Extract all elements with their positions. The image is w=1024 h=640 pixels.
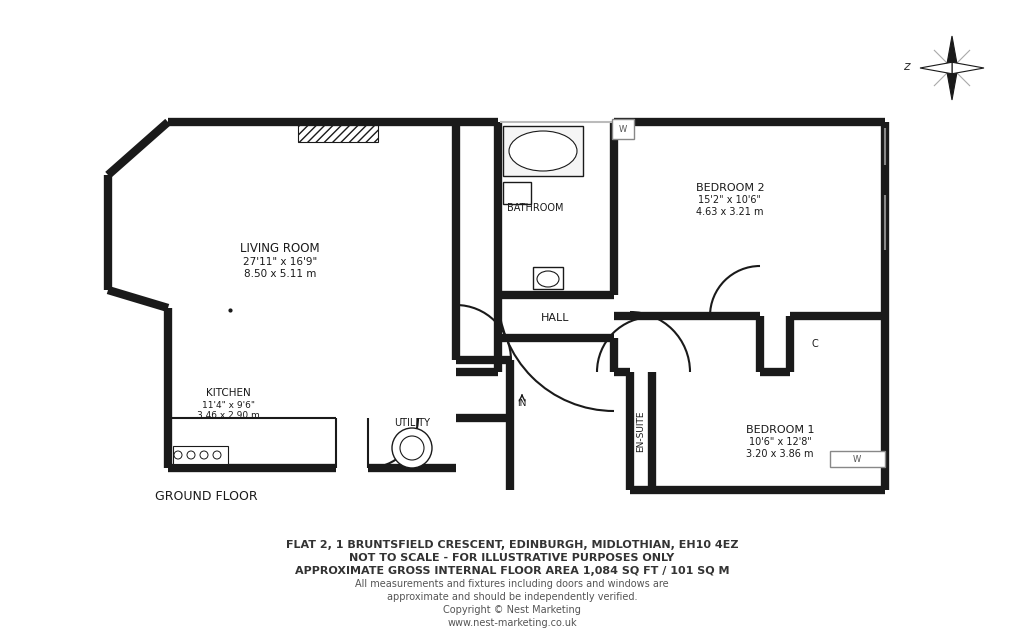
Ellipse shape [509,131,577,171]
Text: Copyright © Nest Marketing: Copyright © Nest Marketing [443,605,581,615]
Bar [173,446,228,464]
Text: EN-SUITE: EN-SUITE [637,410,645,452]
Text: 27'11" x 16'9": 27'11" x 16'9" [243,257,317,267]
Bar [503,126,583,176]
Polygon shape [920,62,952,74]
Text: 3.46 x 2.90 m: 3.46 x 2.90 m [197,412,259,420]
Text: 3.20 x 3.86 m: 3.20 x 3.86 m [746,449,814,459]
Text: z: z [903,60,909,72]
Circle shape [400,436,424,460]
Circle shape [392,428,432,468]
Circle shape [213,451,221,459]
Text: HALL: HALL [541,313,569,323]
Circle shape [187,451,195,459]
Text: GROUND FLOOR: GROUND FLOOR [155,490,258,503]
Text: NOT TO SCALE - FOR ILLUSTRATIVE PURPOSES ONLY: NOT TO SCALE - FOR ILLUSTRATIVE PURPOSES… [349,553,675,563]
Bar [503,182,531,204]
Text: 15'2" x 10'6": 15'2" x 10'6" [698,195,762,205]
Text: BATHROOM: BATHROOM [507,203,563,213]
Text: BEDROOM 2: BEDROOM 2 [695,183,764,193]
Text: 8.50 x 5.11 m: 8.50 x 5.11 m [244,269,316,279]
Text: 10'6" x 12'8": 10'6" x 12'8" [749,437,811,447]
Text: FLAT 2, 1 BRUNTSFIELD CRESCENT, EDINBURGH, MIDLOTHIAN, EH10 4EZ: FLAT 2, 1 BRUNTSFIELD CRESCENT, EDINBURG… [286,540,738,550]
Circle shape [200,451,208,459]
Text: IN: IN [517,399,526,408]
Text: www.nest-marketing.co.uk: www.nest-marketing.co.uk [447,618,577,628]
Text: APPROXIMATE GROSS INTERNAL FLOOR AREA 1,084 SQ FT / 101 SQ M: APPROXIMATE GROSS INTERNAL FLOOR AREA 1,… [295,566,729,576]
Polygon shape [946,68,957,100]
Circle shape [174,451,182,459]
Text: KITCHEN: KITCHEN [206,388,251,398]
Text: W: W [618,125,627,134]
Text: UTILITY: UTILITY [394,418,430,428]
Polygon shape [946,36,957,68]
Text: W: W [853,454,861,463]
Text: approximate and should be independently verified.: approximate and should be independently … [387,592,637,602]
Bar [298,120,378,142]
Text: BEDROOM 1: BEDROOM 1 [745,425,814,435]
Ellipse shape [537,271,559,287]
Polygon shape [952,62,984,74]
Text: 11'4" x 9'6": 11'4" x 9'6" [202,401,255,410]
Text: 4.63 x 3.21 m: 4.63 x 3.21 m [696,207,764,217]
Bar [612,119,634,139]
Text: C: C [812,339,818,349]
Bar [534,267,563,289]
Text: LIVING ROOM: LIVING ROOM [241,241,319,255]
Text: All measurements and fixtures including doors and windows are: All measurements and fixtures including … [355,579,669,589]
Bar [830,451,885,467]
